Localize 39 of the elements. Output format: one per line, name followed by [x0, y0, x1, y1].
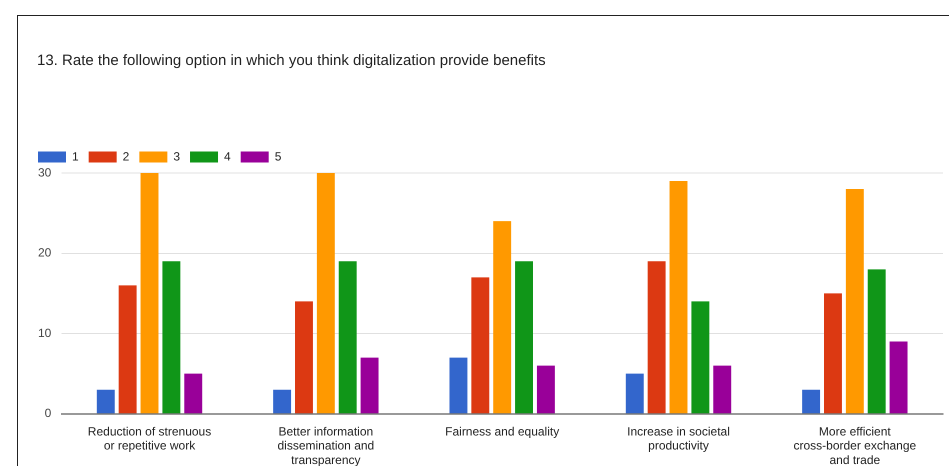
- bar: [802, 390, 820, 414]
- bar: [96, 390, 115, 414]
- bar: [713, 366, 732, 414]
- bar: [449, 358, 468, 414]
- y-tick-label: 30: [38, 165, 52, 180]
- x-tick-label: Fairness and equality: [445, 424, 560, 438]
- bar: [536, 366, 555, 414]
- x-tick-label: More efficient cross-border exchange and trade: [793, 424, 917, 466]
- bar: [890, 342, 908, 414]
- bar: [295, 301, 313, 414]
- legend-label: 4: [224, 149, 232, 164]
- bar: [162, 261, 180, 414]
- bar: [515, 261, 534, 414]
- chart-title: 13. Rate the following option in which you think digitalization provide benefits: [37, 52, 546, 69]
- bar: [118, 285, 137, 414]
- legend-label: 2: [122, 149, 130, 164]
- bar: [691, 301, 710, 414]
- bar: [184, 374, 202, 414]
- bar: [316, 173, 335, 414]
- legend-label: 5: [274, 149, 282, 164]
- x-tick-label: Reduction of strenuous or repetitive work: [88, 424, 212, 453]
- bar: [648, 261, 666, 414]
- bar: [670, 181, 688, 414]
- bar: [626, 374, 644, 414]
- bar: [338, 261, 357, 414]
- legend-label: 1: [72, 149, 79, 164]
- y-tick-label: 0: [44, 406, 52, 420]
- legend-label: 3: [173, 149, 180, 164]
- bar: [846, 189, 864, 414]
- y-tick-label: 10: [38, 326, 52, 340]
- bar: [824, 293, 842, 414]
- x-tick-label: Increase in societal productivity: [627, 424, 730, 453]
- bar: [868, 269, 886, 414]
- bar: [140, 173, 158, 414]
- bar: [471, 277, 490, 414]
- y-tick-label: 20: [38, 246, 52, 260]
- bar: [493, 221, 512, 414]
- bar: [273, 390, 292, 414]
- bar: [360, 358, 379, 414]
